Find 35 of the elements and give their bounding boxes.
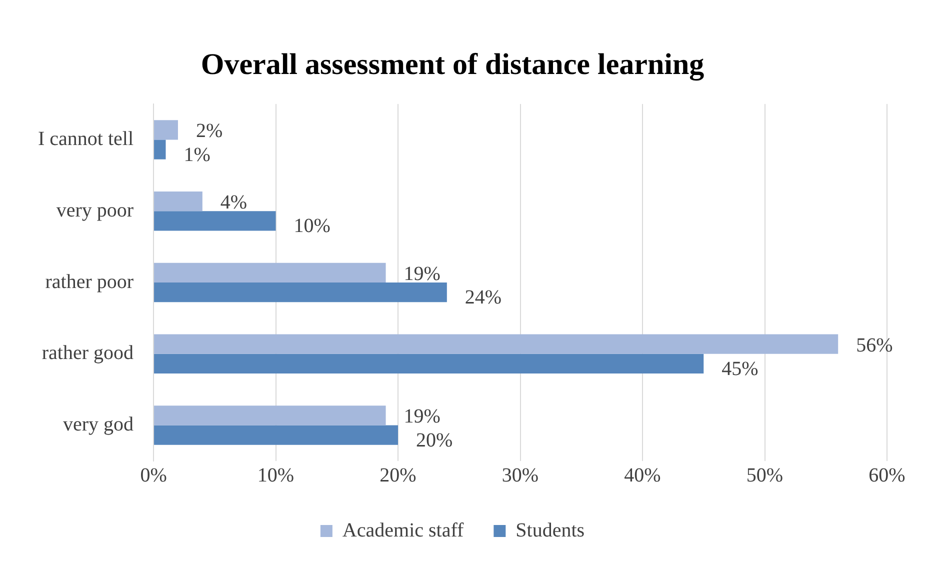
- bar: [154, 425, 398, 445]
- y-tick-label: rather poor: [45, 270, 134, 293]
- data-label: 1%: [184, 144, 210, 166]
- bar: [154, 354, 704, 374]
- legend-label: Academic staff: [342, 519, 464, 542]
- x-tick-label: 60%: [868, 464, 906, 486]
- bar: [154, 334, 838, 354]
- x-tick-label: 20%: [380, 464, 416, 486]
- bar: [154, 120, 178, 140]
- legend-label: Students: [516, 519, 585, 542]
- data-label: 2%: [196, 120, 223, 142]
- y-tick-label: I cannot tell: [38, 128, 134, 150]
- x-tick-label: 50%: [746, 464, 784, 486]
- data-label: 10%: [294, 215, 330, 238]
- y-tick-label: rather good: [42, 342, 134, 364]
- x-tick-label: 0%: [140, 464, 167, 486]
- data-label: 4%: [220, 192, 248, 214]
- data-label: 56%: [856, 334, 893, 356]
- bar: [154, 140, 166, 160]
- bar: [154, 282, 447, 302]
- y-tick-label: very god: [62, 414, 134, 436]
- bar: [154, 406, 386, 426]
- data-label: 19%: [404, 262, 440, 285]
- bar: [154, 262, 386, 282]
- data-label: 24%: [464, 286, 502, 309]
- data-label: 45%: [722, 358, 758, 380]
- y-tick-label: very poor: [56, 199, 134, 222]
- data-label: 19%: [404, 406, 440, 428]
- bar: [154, 191, 202, 212]
- chart-title: Overall assessment of distance learning: [200, 48, 704, 81]
- data-label: 20%: [416, 429, 453, 452]
- x-tick-label: 30%: [502, 464, 539, 486]
- x-tick-label: 40%: [624, 464, 661, 486]
- bar: [154, 211, 276, 231]
- x-tick-label: 10%: [257, 464, 294, 486]
